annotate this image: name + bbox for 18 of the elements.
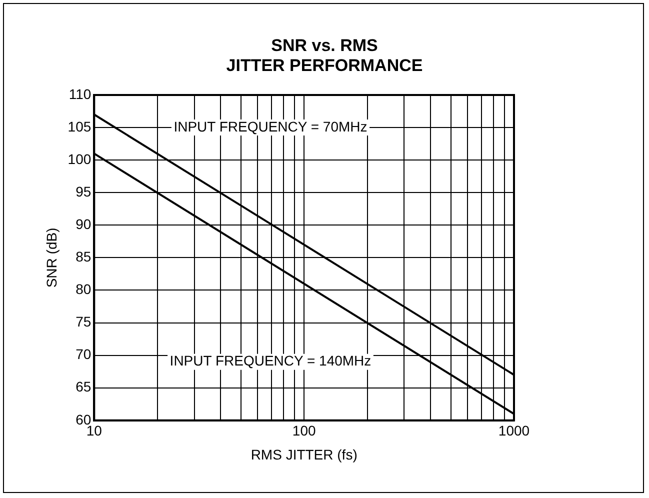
x-axis-title: RMS JITTER (fs) <box>250 446 358 462</box>
y-tick-label: 75 <box>76 314 92 330</box>
series-label: INPUT FREQUENCY = 70MHz <box>174 118 368 134</box>
x-tick-label: 1000 <box>498 422 530 439</box>
y-tick-label: 70 <box>76 346 92 362</box>
x-tick-label: 100 <box>292 422 316 439</box>
y-tick-label: 60 <box>76 411 92 428</box>
y-tick-label: 100 <box>68 150 92 167</box>
y-axis-title: SNR (dB) <box>43 228 60 288</box>
y-tick-label: 65 <box>76 378 92 395</box>
y-tick-label: 90 <box>76 216 92 232</box>
y-tick-label: 95 <box>76 183 92 200</box>
series-label: INPUT FREQUENCY = 140MHz <box>170 352 372 369</box>
y-tick-label: 110 <box>68 86 92 102</box>
y-tick-label: 85 <box>76 248 92 265</box>
chart-title: SNR vs. RMS JITTER PERFORMANCE <box>225 36 424 76</box>
y-tick-label: 80 <box>76 281 92 298</box>
y-tick-label: 105 <box>68 118 92 134</box>
